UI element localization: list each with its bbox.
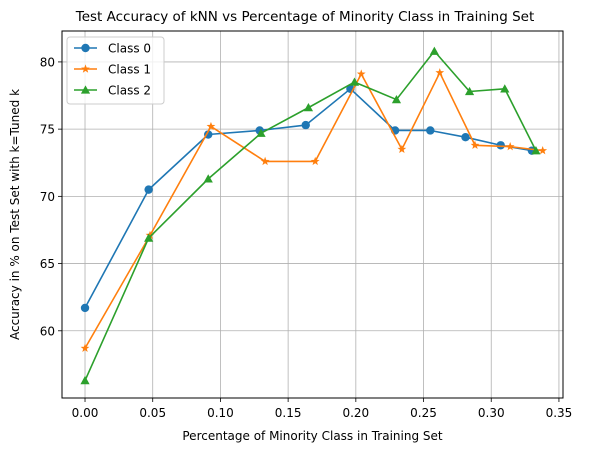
legend-label: Class 2: [108, 84, 151, 98]
data-point: [397, 144, 407, 154]
y-tick-label: 80: [40, 55, 55, 69]
data-point: [145, 230, 155, 240]
x-axis-ticks: 0.00 0.05 0.10 0.15 0.20 0.25 0.30 0.35: [72, 398, 573, 420]
x-tick-label: 0.10: [207, 406, 234, 420]
legend-marker: [81, 64, 90, 73]
data-point: [464, 86, 475, 96]
x-tick-label: 0.00: [72, 406, 99, 420]
x-tick-label: 0.25: [410, 406, 437, 420]
data-point: [429, 46, 439, 55]
series-2: [80, 46, 541, 385]
data-point: [80, 303, 90, 313]
data-point: [426, 126, 435, 135]
data-point: [80, 375, 90, 385]
y-tick-label: 65: [40, 257, 55, 271]
plot-frame: [61, 30, 564, 399]
x-tick-label: 0.05: [139, 406, 166, 420]
data-point: [144, 233, 154, 242]
y-tick-label: 75: [40, 123, 55, 137]
x-tick-label: 0.35: [546, 406, 573, 420]
data-point: [496, 141, 505, 150]
grid: [62, 31, 563, 398]
legend-marker: [80, 85, 91, 94]
legend-marker: [81, 43, 90, 53]
legend-item: Class 2: [74, 84, 151, 98]
data-point: [391, 94, 402, 104]
data-point: [461, 133, 470, 142]
series-1: [80, 68, 548, 352]
legend: Class 0 Class 1 Class 2: [66, 36, 165, 105]
x-axis-label: Percentage of Minority Class in Training…: [182, 429, 443, 443]
data-point: [301, 120, 310, 130]
data-point: [310, 156, 320, 166]
y-tick-label: 70: [40, 190, 55, 204]
y-axis-ticks: 60 65 70 75 80: [40, 55, 62, 338]
data-point: [470, 140, 480, 149]
data-point: [500, 84, 510, 93]
legend-item: Class 1: [74, 63, 151, 77]
x-tick-label: 0.30: [478, 406, 505, 420]
legend-label: Class 0: [108, 42, 151, 56]
data-point: [206, 121, 216, 131]
data-point: [256, 128, 266, 137]
legend-items: Class 0 Class 1 Class 2: [74, 42, 151, 98]
y-axis-label: Accuracy in % on Test Set with k=Tuned k: [8, 89, 22, 340]
data-point: [538, 146, 548, 155]
data-point: [435, 68, 445, 77]
data-point: [505, 142, 515, 151]
series-layer: [80, 46, 548, 385]
data-point: [260, 156, 270, 166]
y-tick-label: 60: [40, 324, 55, 338]
x-tick-label: 0.20: [342, 406, 369, 420]
x-tick-label: 0.15: [275, 406, 302, 420]
legend-label: Class 1: [108, 63, 151, 77]
data-point: [531, 146, 541, 155]
data-point: [349, 77, 360, 86]
data-point: [80, 343, 90, 352]
data-point: [303, 103, 314, 112]
data-point: [203, 174, 213, 183]
chart-title: Test Accuracy of kNN vs Percentage of Mi…: [75, 9, 535, 25]
legend-box: [66, 36, 165, 105]
data-point: [144, 185, 153, 194]
legend-item: Class 0: [74, 42, 151, 56]
data-point: [356, 69, 366, 78]
